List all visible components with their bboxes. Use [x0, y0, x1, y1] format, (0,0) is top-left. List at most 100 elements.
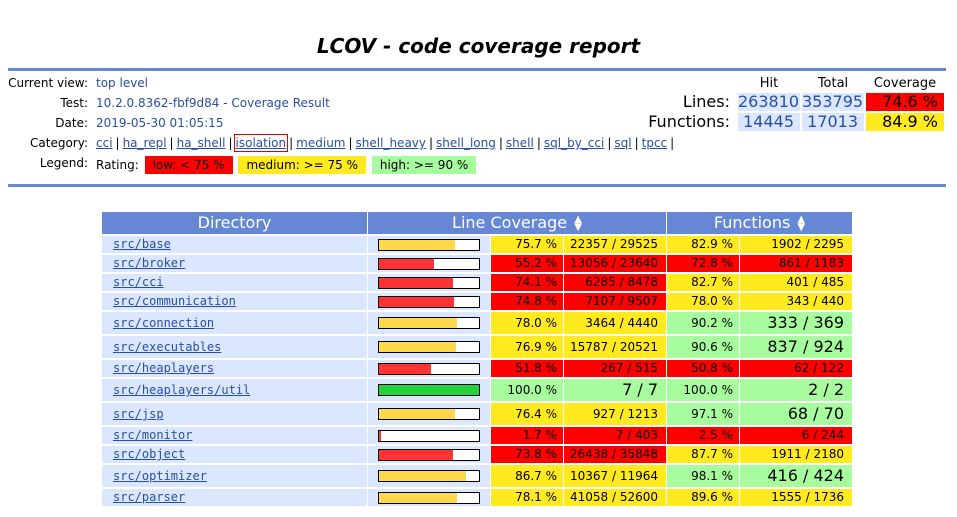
directory-link[interactable]: src/object	[113, 447, 186, 461]
functions-header-label: Functions	[713, 213, 791, 232]
coverage-bar	[378, 470, 480, 482]
category-separator: |	[429, 136, 434, 150]
coverage-bar-cell	[368, 403, 490, 425]
function-coverage-percent: 89.6 %	[667, 489, 739, 506]
test-label: Test:	[60, 96, 88, 110]
legend-low: low: < 75 %	[144, 156, 233, 174]
coverage-bar-fill	[379, 240, 455, 250]
functions-hit: 14445	[738, 113, 800, 131]
bottom-divider	[8, 184, 946, 187]
coverage-bar	[378, 317, 480, 329]
category-separator: |	[670, 136, 675, 150]
coverage-bar	[378, 239, 480, 251]
directory-link[interactable]: src/connection	[113, 316, 215, 330]
coverage-bar-fill	[379, 385, 479, 395]
category-link-cci[interactable]: cci	[96, 136, 113, 150]
coverage-bar	[378, 430, 480, 442]
functions-header[interactable]: Functions ▲ ▼	[667, 212, 852, 234]
line-coverage-percent: 55.2 %	[491, 255, 563, 272]
directory-link[interactable]: src/parser	[113, 490, 186, 504]
table-row: src/monitor 1.7 % 7 / 403 2.5 % 6 / 244	[102, 427, 852, 444]
directory-cell: src/monitor	[102, 427, 367, 444]
directory-link[interactable]: src/communication	[113, 294, 236, 308]
category-link-ha-shell[interactable]: ha_shell	[176, 136, 226, 150]
directory-header-label: Directory	[197, 213, 272, 232]
directory-cell: src/optimizer	[102, 465, 367, 487]
current-view-label: Current view:	[8, 76, 88, 90]
table-row: src/optimizer 86.7 % 10367 / 11964 98.1 % 41…	[102, 465, 852, 487]
directory-link[interactable]: src/optimizer	[113, 469, 207, 483]
category-link-shell-heavy[interactable]: shell_heavy	[355, 136, 426, 150]
category-link-tpcc[interactable]: tpcc	[641, 136, 668, 150]
coverage-bar	[378, 363, 480, 375]
functions-total: 17013	[802, 113, 864, 131]
coverage-bar	[378, 277, 480, 289]
sort-icon[interactable]: ▲ ▼	[574, 213, 582, 233]
coverage-bar-cell	[368, 236, 490, 253]
directory-cell: src/parser	[102, 489, 367, 506]
table-row: src/cci 74.1 % 6285 / 8478 82.7 % 401 / 485	[102, 274, 852, 291]
line-coverage-percent: 78.1 %	[491, 489, 563, 506]
line-coverage-percent: 86.7 %	[491, 465, 563, 487]
category-link-sql[interactable]: sql	[614, 136, 632, 150]
coverage-bar-fill	[379, 278, 454, 288]
category-link-ha-repl[interactable]: ha_repl	[122, 136, 167, 150]
legend-medium: medium: >= 75 %	[238, 156, 367, 174]
coverage-bar-fill	[379, 450, 453, 460]
function-coverage-percent: 82.9 %	[667, 236, 739, 253]
coverage-bar-cell	[368, 379, 490, 401]
function-coverage-count: 6 / 244	[740, 427, 852, 444]
legend-row: Legend: Rating: low: < 75 % medium: >= 7…	[0, 155, 700, 175]
function-coverage-count: 861 / 1183	[740, 255, 852, 272]
function-coverage-percent: 97.1 %	[667, 403, 739, 425]
directory-link[interactable]: src/monitor	[113, 428, 193, 442]
legend-label: Legend:	[39, 156, 88, 170]
directory-link[interactable]: src/heaplayers/util	[113, 383, 251, 397]
sort-icon[interactable]: ▲ ▼	[797, 213, 806, 233]
line-coverage-count: 7 / 7	[564, 379, 666, 401]
category-separator: |	[289, 136, 294, 150]
table-row: src/heaplayers 51.8 % 267 / 515 50.8 % 62 / …	[102, 360, 852, 377]
coverage-bar-fill	[379, 342, 456, 352]
category-link-isolation[interactable]: isolation	[233, 134, 289, 152]
directory-cell: src/connection	[102, 312, 367, 334]
table-row: src/parser 78.1 % 41058 / 52600 89.6 % 1555 …	[102, 489, 852, 506]
category-list: cci | ha_repl | ha_shell | isolation | medium | sh…	[96, 134, 677, 152]
lines-label: Lines:	[682, 92, 730, 111]
directory-link[interactable]: src/heaplayers	[113, 361, 215, 375]
function-coverage-percent: 78.0 %	[667, 293, 739, 310]
coverage-bar-fill	[379, 431, 381, 441]
category-separator: |	[115, 136, 120, 150]
directory-cell: src/jsp	[102, 403, 367, 425]
directory-link[interactable]: src/jsp	[113, 407, 164, 421]
category-separator: |	[536, 136, 541, 150]
directory-cell: src/broker	[102, 255, 367, 272]
coverage-bar	[378, 258, 480, 270]
line-coverage-header[interactable]: Line Coverage ▲ ▼	[368, 212, 666, 234]
coverage-bar-cell	[368, 255, 490, 272]
category-link-medium[interactable]: medium	[296, 136, 346, 150]
line-coverage-percent: 51.8 %	[491, 360, 563, 377]
line-coverage-percent: 75.7 %	[491, 236, 563, 253]
line-coverage-count: 22357 / 29525	[564, 236, 666, 253]
function-coverage-count: 837 / 924	[740, 336, 852, 358]
directory-link[interactable]: src/broker	[113, 256, 186, 270]
function-coverage-count: 416 / 424	[740, 465, 852, 487]
table-row: src/broker 55.2 % 13056 / 23640 72.8 % 861 /…	[102, 255, 852, 272]
coverage-bar-fill	[379, 493, 458, 503]
directory-cell: src/heaplayers/util	[102, 379, 367, 401]
coverage-bar-fill	[379, 409, 456, 419]
directory-cell: src/executables	[102, 336, 367, 358]
category-link-sql-by-cci[interactable]: sql_by_cci	[543, 136, 605, 150]
category-link-shell[interactable]: shell	[505, 136, 534, 150]
function-coverage-count: 2 / 2	[740, 379, 852, 401]
directory-link[interactable]: src/cci	[113, 275, 164, 289]
line-coverage-count: 26438 / 35848	[564, 446, 666, 463]
test-value: 10.2.0.8362-fbf9d84 - Coverage Result	[96, 96, 330, 110]
directory-link[interactable]: src/executables	[113, 340, 222, 354]
category-link-shell-long[interactable]: shell_long	[436, 136, 496, 150]
coverage-bar-cell	[368, 293, 490, 310]
directory-link[interactable]: src/base	[113, 237, 171, 251]
function-coverage-count: 62 / 122	[740, 360, 852, 377]
current-view-row: Current view: top level	[0, 75, 700, 91]
